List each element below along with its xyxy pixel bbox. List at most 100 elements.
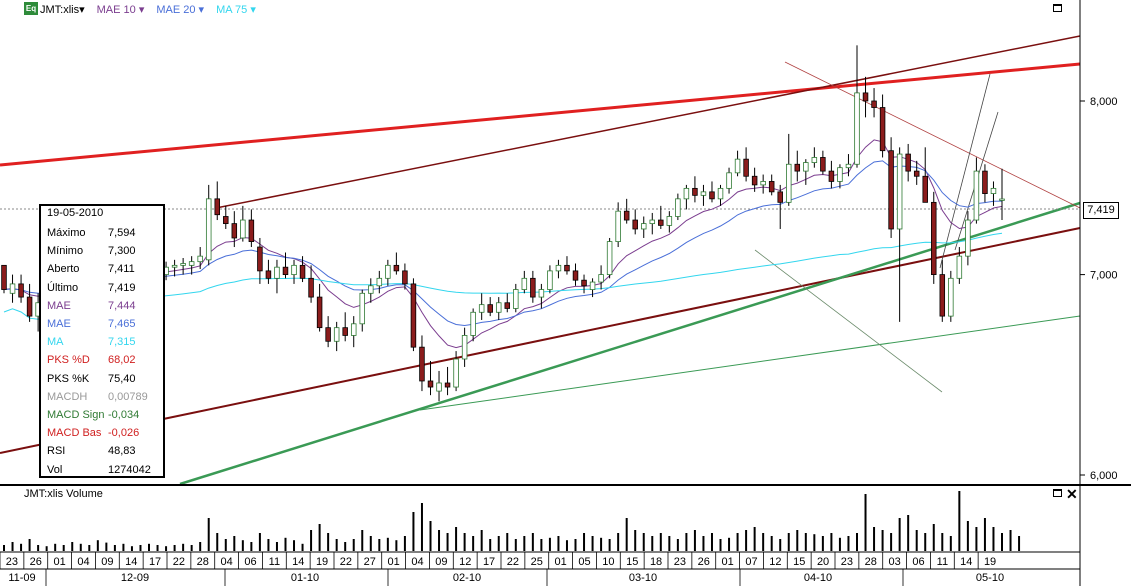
candle (845, 154, 852, 177)
y-tick-label: 6,000 (1090, 470, 1118, 482)
candle (197, 247, 203, 270)
volume-maximize-icon[interactable] (1053, 489, 1062, 497)
candle (495, 297, 502, 320)
candle-body (214, 198, 220, 216)
candle (308, 265, 314, 303)
candle-body (700, 191, 707, 196)
candle (1, 264, 7, 294)
candle-body (171, 264, 178, 268)
maximize-icon[interactable] (1053, 4, 1062, 12)
month-label: 04-10 (804, 572, 832, 584)
candles (1, 45, 1005, 402)
candle-body (726, 172, 732, 189)
candle-body (564, 264, 570, 272)
symbol-selector[interactable]: JMT:xlis▾ (40, 3, 85, 16)
info-value: 7,594 (108, 227, 136, 239)
candle (555, 259, 562, 279)
mae20-line (3, 160, 1003, 327)
day-label: 28 (197, 556, 209, 568)
candle (504, 293, 511, 313)
candle-body (291, 264, 297, 275)
candle (231, 211, 238, 248)
candle-body (555, 264, 562, 272)
candle (265, 259, 272, 284)
candle-body (777, 191, 783, 203)
day-label: 23 (841, 556, 853, 568)
candle-body (931, 201, 937, 275)
candle (786, 133, 792, 206)
mae10-selector[interactable]: MAE 10 ▾ (96, 3, 145, 16)
candle-body (905, 153, 911, 172)
candle (461, 327, 468, 367)
candle (734, 150, 741, 177)
candle (598, 265, 604, 290)
candle-body (871, 100, 877, 108)
last-price-tag: 7,419 (1083, 202, 1119, 219)
volume-close-icon[interactable]: ✕ (1066, 486, 1078, 502)
candle-body (803, 162, 809, 172)
mae10-line (3, 139, 1003, 349)
candle (768, 174, 775, 196)
candle (359, 289, 366, 332)
candle (436, 370, 442, 402)
day-label: 10 (602, 556, 614, 568)
day-label: 14 (125, 556, 137, 568)
day-label: 01 (722, 556, 734, 568)
candle-body (231, 223, 238, 239)
candle-body (589, 281, 596, 290)
candle-body (606, 241, 613, 275)
candle-body (760, 181, 766, 186)
candle-body (308, 277, 314, 298)
info-value: 75,40 (108, 372, 136, 385)
candle (385, 259, 391, 286)
mae20-selector[interactable]: MAE 20 ▾ (156, 3, 205, 16)
day-label: 18 (650, 556, 662, 568)
info-row: MACD Sign -0,034 (41, 406, 163, 424)
info-label: MAE (47, 299, 71, 312)
candle (990, 181, 997, 206)
day-label: 26 (698, 556, 710, 568)
info-row: RSI 48,83 (41, 442, 163, 460)
candle (615, 202, 621, 248)
candle (223, 205, 229, 229)
info-row: MAE 7,465 (41, 315, 163, 333)
month-label: 11-09 (8, 572, 35, 584)
candle (623, 198, 630, 224)
day-label: 01 (555, 556, 567, 568)
candle (751, 167, 758, 192)
candle-body (436, 382, 442, 392)
candle-body (666, 216, 673, 226)
candle-body (675, 198, 681, 217)
candle-body (265, 270, 272, 279)
trend-line-darkred-upper (215, 35, 1081, 209)
candle-body (368, 285, 374, 294)
info-row: MAE 7,444 (41, 297, 163, 315)
moving-averages (3, 139, 1003, 349)
info-value: 7,419 (108, 281, 136, 294)
info-value: -0,026 (108, 427, 140, 440)
candle (589, 278, 596, 298)
candle-body (495, 302, 502, 313)
candle (956, 247, 963, 284)
info-label: MACD Sign (47, 409, 105, 421)
day-label: 22 (173, 556, 185, 568)
day-label: 15 (626, 556, 638, 568)
day-label: 28 (865, 556, 877, 568)
day-label: 11 (269, 556, 280, 568)
candle-body (513, 289, 519, 309)
date-axis-days: 23 26 01 04 09 14 17 22 28 04 06 11 14 19 22 27 01 04 09 12… (0, 552, 996, 569)
candle-body (402, 270, 408, 285)
day-label: 17 (483, 556, 495, 568)
candle (410, 278, 417, 352)
info-value: 68,02 (108, 354, 136, 367)
candle (513, 283, 519, 313)
candle-body (180, 263, 186, 266)
candle-body (572, 270, 579, 281)
candle (257, 237, 263, 284)
day-label: 15 (793, 556, 805, 568)
candle (700, 184, 707, 206)
candle-body (956, 255, 963, 279)
candle-body (393, 264, 400, 272)
info-label: Último (47, 281, 79, 294)
ma75-selector[interactable]: MA 75 ▾ (216, 3, 256, 16)
